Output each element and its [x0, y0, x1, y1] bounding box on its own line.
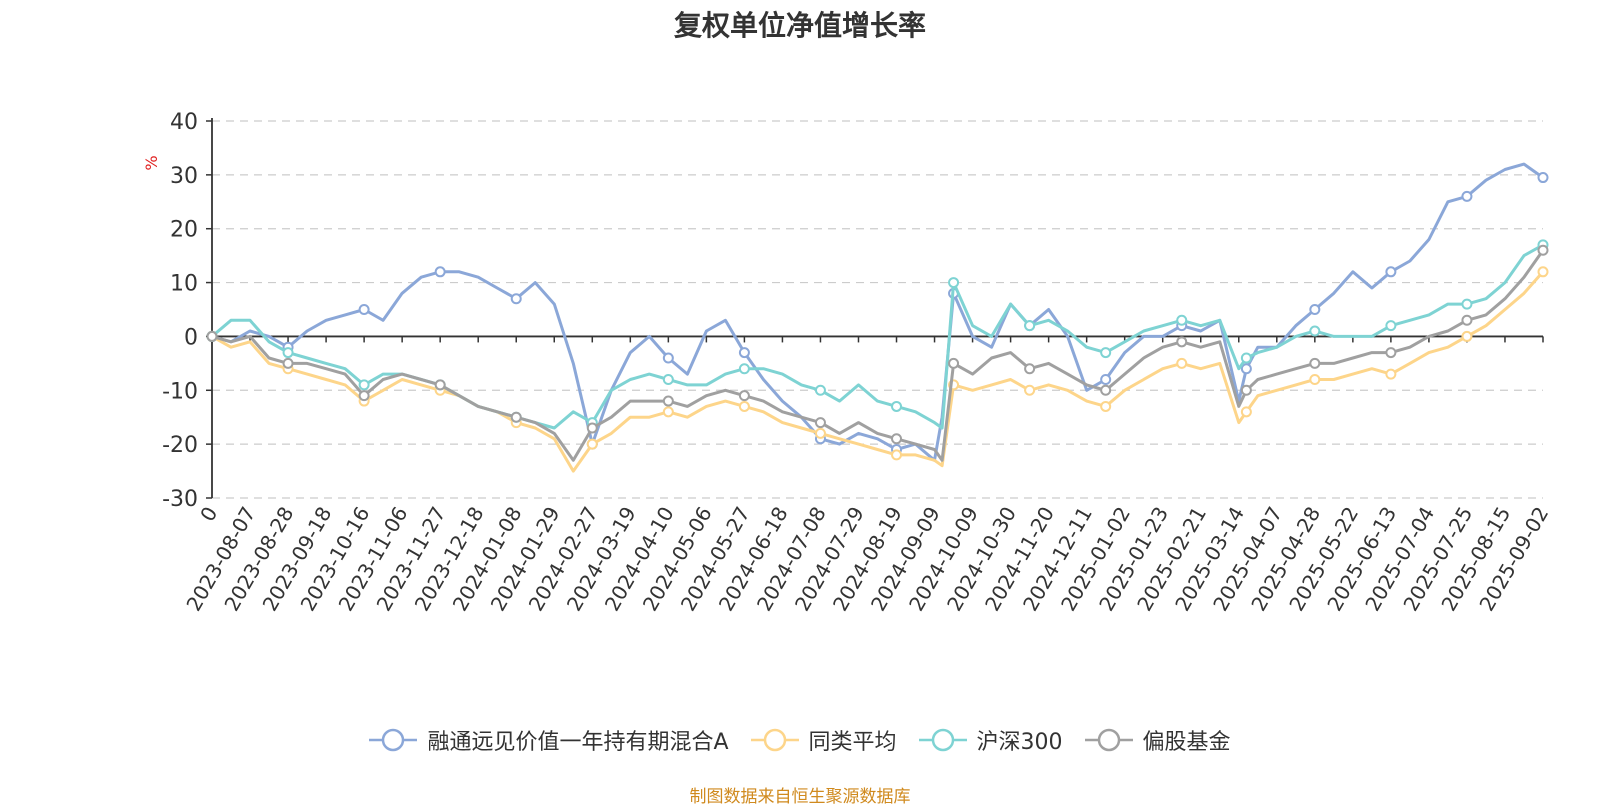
legend-item[interactable]: 沪深300 — [918, 724, 1063, 756]
data-point — [1024, 384, 1036, 396]
data-point — [738, 347, 750, 359]
data-point — [1309, 374, 1321, 386]
y-tick-label: 40 — [170, 110, 198, 135]
legend-symbol — [750, 728, 799, 752]
data-point — [662, 395, 674, 407]
legend-label: 融通远见价值一年持有期混合A — [427, 730, 729, 755]
data-point — [891, 449, 903, 461]
data-point — [738, 400, 750, 412]
data-point — [586, 422, 598, 434]
y-tick-label: 20 — [170, 218, 198, 243]
data-point — [282, 347, 294, 359]
legend-symbol — [369, 728, 418, 752]
data-point — [434, 266, 446, 278]
data-point — [510, 293, 522, 305]
legend-item[interactable]: 偏股基金 — [1084, 724, 1231, 756]
y-tick-label: 30 — [170, 164, 198, 189]
data-point — [891, 400, 903, 412]
data-point — [1537, 244, 1549, 256]
data-point — [358, 390, 370, 402]
data-point — [1024, 363, 1036, 375]
line-chart: -30-20-10010203040%02023-08-072023-08-28… — [142, 110, 1553, 615]
data-point — [1176, 357, 1188, 369]
series-lines — [206, 162, 1549, 473]
y-tick-label: -20 — [162, 433, 198, 458]
data-point — [1240, 406, 1252, 418]
data-point — [1100, 347, 1112, 359]
data-point — [1537, 172, 1549, 184]
legend-marker — [1097, 728, 1120, 752]
grid-lines — [212, 120, 1543, 499]
data-point — [1309, 357, 1321, 369]
data-point — [1100, 384, 1112, 396]
data-point — [586, 438, 598, 450]
data-point — [948, 277, 960, 289]
data-point — [206, 330, 218, 342]
series-line-1 — [211, 270, 1545, 473]
data-point — [1240, 352, 1252, 364]
y-tick-label: -10 — [162, 379, 198, 404]
y-tick-label: 0 — [184, 325, 198, 350]
legend-label: 同类平均 — [808, 730, 897, 755]
legend-label: 偏股基金 — [1142, 730, 1231, 755]
data-point — [358, 379, 370, 391]
data-point — [738, 390, 750, 402]
data-point — [1385, 320, 1397, 332]
legend-item[interactable]: 同类平均 — [750, 724, 897, 756]
legend: 融通远见价值一年持有期混合A 同类平均 沪深300 偏股基金 — [0, 724, 1600, 756]
data-point — [1240, 363, 1252, 375]
y-axis-label: % — [142, 155, 161, 170]
legend-marker — [931, 728, 954, 752]
data-point — [1176, 336, 1188, 348]
chart-title: 复权单位净值增长率 — [673, 9, 926, 42]
data-point — [510, 411, 522, 423]
series-line-0 — [211, 162, 1544, 462]
data-point — [662, 406, 674, 418]
data-point — [662, 374, 674, 386]
data-point — [1385, 347, 1397, 359]
x-tick-label: 0 — [195, 503, 222, 526]
data-point — [814, 417, 826, 429]
source-note: 制图数据来自恒生聚源数据库 — [689, 787, 911, 807]
data-point — [1461, 330, 1473, 342]
data-point — [814, 427, 826, 439]
legend-label: 沪深300 — [976, 730, 1063, 755]
data-point — [738, 363, 750, 375]
legend-marker — [382, 728, 405, 752]
legend-symbol — [918, 728, 967, 752]
data-point — [1461, 314, 1473, 326]
data-point — [1461, 298, 1473, 310]
data-point — [1385, 266, 1397, 278]
y-tick-label: -30 — [162, 487, 198, 512]
legend-item[interactable]: 融通远见价值一年持有期混合A — [369, 724, 729, 756]
legend-marker — [763, 728, 786, 752]
data-point — [358, 304, 370, 315]
data-point — [814, 384, 826, 396]
y-tick-label: 10 — [170, 272, 198, 297]
data-point — [1240, 384, 1252, 396]
data-point — [1385, 368, 1397, 380]
data-point — [1461, 190, 1473, 202]
data-point — [1309, 304, 1321, 315]
data-point — [1309, 325, 1321, 337]
data-point — [434, 379, 446, 391]
data-point — [1176, 314, 1188, 326]
data-point — [1537, 266, 1549, 278]
data-point — [1024, 320, 1036, 332]
data-point — [1100, 374, 1112, 386]
data-point — [948, 357, 960, 369]
data-point — [282, 357, 294, 369]
data-point — [662, 352, 674, 364]
data-point — [891, 433, 903, 445]
data-point — [1100, 400, 1112, 412]
legend-symbol — [1084, 728, 1133, 752]
